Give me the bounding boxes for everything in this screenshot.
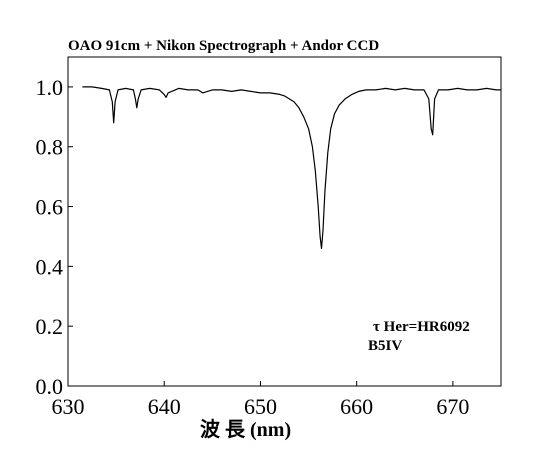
x-tick-label: 660: [340, 394, 373, 419]
y-tick-label: 0.8: [36, 135, 64, 160]
plot-frame: [67, 56, 502, 387]
x-axis-label: 波 長 (nm): [200, 418, 291, 441]
y-tick-label: 0.4: [36, 254, 64, 279]
plot-area: [67, 56, 502, 387]
y-tick-label: 0.2: [36, 314, 64, 339]
y-tick-label: 1.0: [36, 75, 64, 100]
y-tick-label: 0.0: [36, 374, 64, 399]
x-tick-label: 650: [244, 394, 277, 419]
x-tick-label: 670: [436, 394, 469, 419]
x-axis: 630 640 650 660 670: [52, 381, 469, 419]
chart-title: OAO 91cm + Nikon Spectrograph + Andor CC…: [68, 38, 379, 54]
y-axis: 0.0 0.2 0.4 0.6 0.8 1.0: [36, 75, 73, 399]
x-tick-label: 630: [52, 394, 85, 419]
spectrum-line: [82, 86, 501, 249]
annotation-star-name: τ Her=HR6092: [373, 319, 470, 335]
x-tick-label: 640: [148, 394, 181, 419]
annotation-spectral-type: B5IV: [368, 338, 402, 354]
y-tick-label: 0.6: [36, 195, 64, 220]
